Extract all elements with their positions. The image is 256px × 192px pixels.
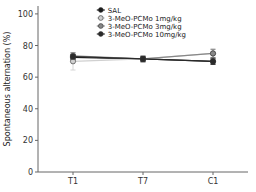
x-tick — [143, 172, 144, 175]
y-tick-label: 60 — [23, 73, 33, 82]
error-bar — [141, 56, 146, 62]
y-tick — [35, 45, 38, 46]
point — [140, 56, 145, 61]
error-bar — [141, 56, 146, 62]
y-tick — [35, 13, 38, 14]
point — [70, 55, 75, 60]
plot-area — [70, 49, 215, 70]
chart: 0 20 40 60 80 100 T1 T7 C1 Spontaneous alternatio… — [0, 0, 256, 192]
y-tick-label: 20 — [23, 136, 33, 145]
error-bar — [141, 57, 146, 62]
point — [210, 59, 215, 64]
error-cap — [211, 57, 216, 58]
y-axis-label: Spontaneous alternation (%) — [3, 32, 12, 147]
point — [70, 53, 75, 58]
x-tick — [73, 172, 74, 175]
point — [140, 56, 145, 61]
legend-marker — [98, 24, 103, 29]
x-tick-label: T1 — [67, 177, 78, 186]
legend-marker — [98, 16, 103, 21]
legend-marker — [98, 32, 103, 37]
error-bar — [141, 57, 146, 62]
legend-marker — [98, 8, 103, 13]
legend-label: 3-MeO-PCMo 10mg/kg — [108, 31, 186, 39]
x-tick-label: T7 — [137, 177, 148, 186]
series — [70, 49, 215, 62]
y-tick — [35, 108, 38, 109]
point — [210, 51, 215, 56]
error-bar — [211, 58, 216, 64]
series — [70, 49, 215, 70]
error-bar — [211, 49, 216, 58]
error-bar — [71, 54, 76, 59]
y-tick-label: 100 — [18, 10, 33, 19]
x-tick — [213, 172, 214, 175]
y-tick — [35, 140, 38, 141]
error-bar — [71, 53, 76, 59]
y-axis-line — [38, 6, 39, 172]
point — [210, 59, 215, 64]
series-line — [73, 57, 213, 62]
y-tick — [35, 172, 38, 173]
y-tick-label: 0 — [28, 168, 33, 177]
error-bar — [211, 59, 216, 64]
legend-label: 3-MeO-PCMo 1mg/kg — [108, 15, 182, 23]
series — [70, 54, 215, 65]
legend-label: 3-MeO-PCMo 3mg/kg — [108, 23, 182, 31]
series-line — [73, 53, 213, 61]
point — [140, 56, 145, 61]
point — [140, 56, 145, 61]
error-cap — [211, 49, 216, 50]
x-tick-label: C1 — [208, 177, 219, 186]
legend-label: SAL — [108, 7, 121, 15]
point — [210, 51, 215, 56]
point — [70, 54, 75, 59]
error-cap — [211, 48, 216, 49]
error-cap — [71, 70, 76, 71]
legend: SAL3-MeO-PCMo 1mg/kg3-MeO-PCMo 3mg/kg3-M… — [97, 7, 186, 39]
error-bar — [211, 49, 216, 57]
y-tick-label: 40 — [23, 105, 33, 114]
y-tick-label: 80 — [23, 42, 33, 51]
error-bar — [71, 53, 76, 70]
y-tick — [35, 77, 38, 78]
point — [70, 59, 75, 64]
